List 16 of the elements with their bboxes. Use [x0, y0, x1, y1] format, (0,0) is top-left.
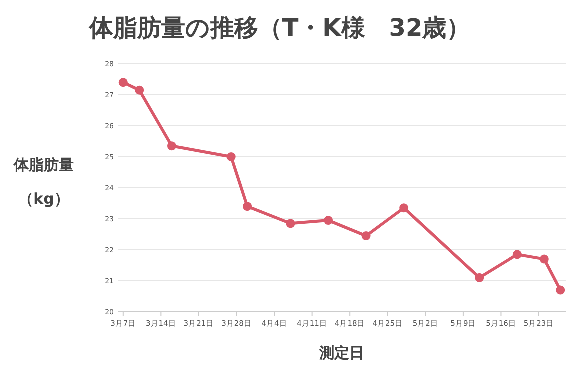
point [118, 78, 128, 88]
point [286, 219, 296, 228]
chart-title: 体脂肪量の推移（T・K様 32歳） [88, 14, 471, 42]
point [167, 142, 176, 151]
point [512, 250, 522, 260]
point [243, 202, 252, 212]
y-axis-title: 体脂肪量（kg） [13, 156, 74, 208]
point [226, 152, 236, 162]
point [362, 232, 371, 241]
point [556, 286, 566, 295]
point [475, 273, 484, 282]
point [135, 86, 144, 95]
point [324, 216, 334, 226]
x-axis-title: 測定日 [318, 344, 364, 362]
point [400, 204, 409, 213]
point [540, 254, 549, 264]
